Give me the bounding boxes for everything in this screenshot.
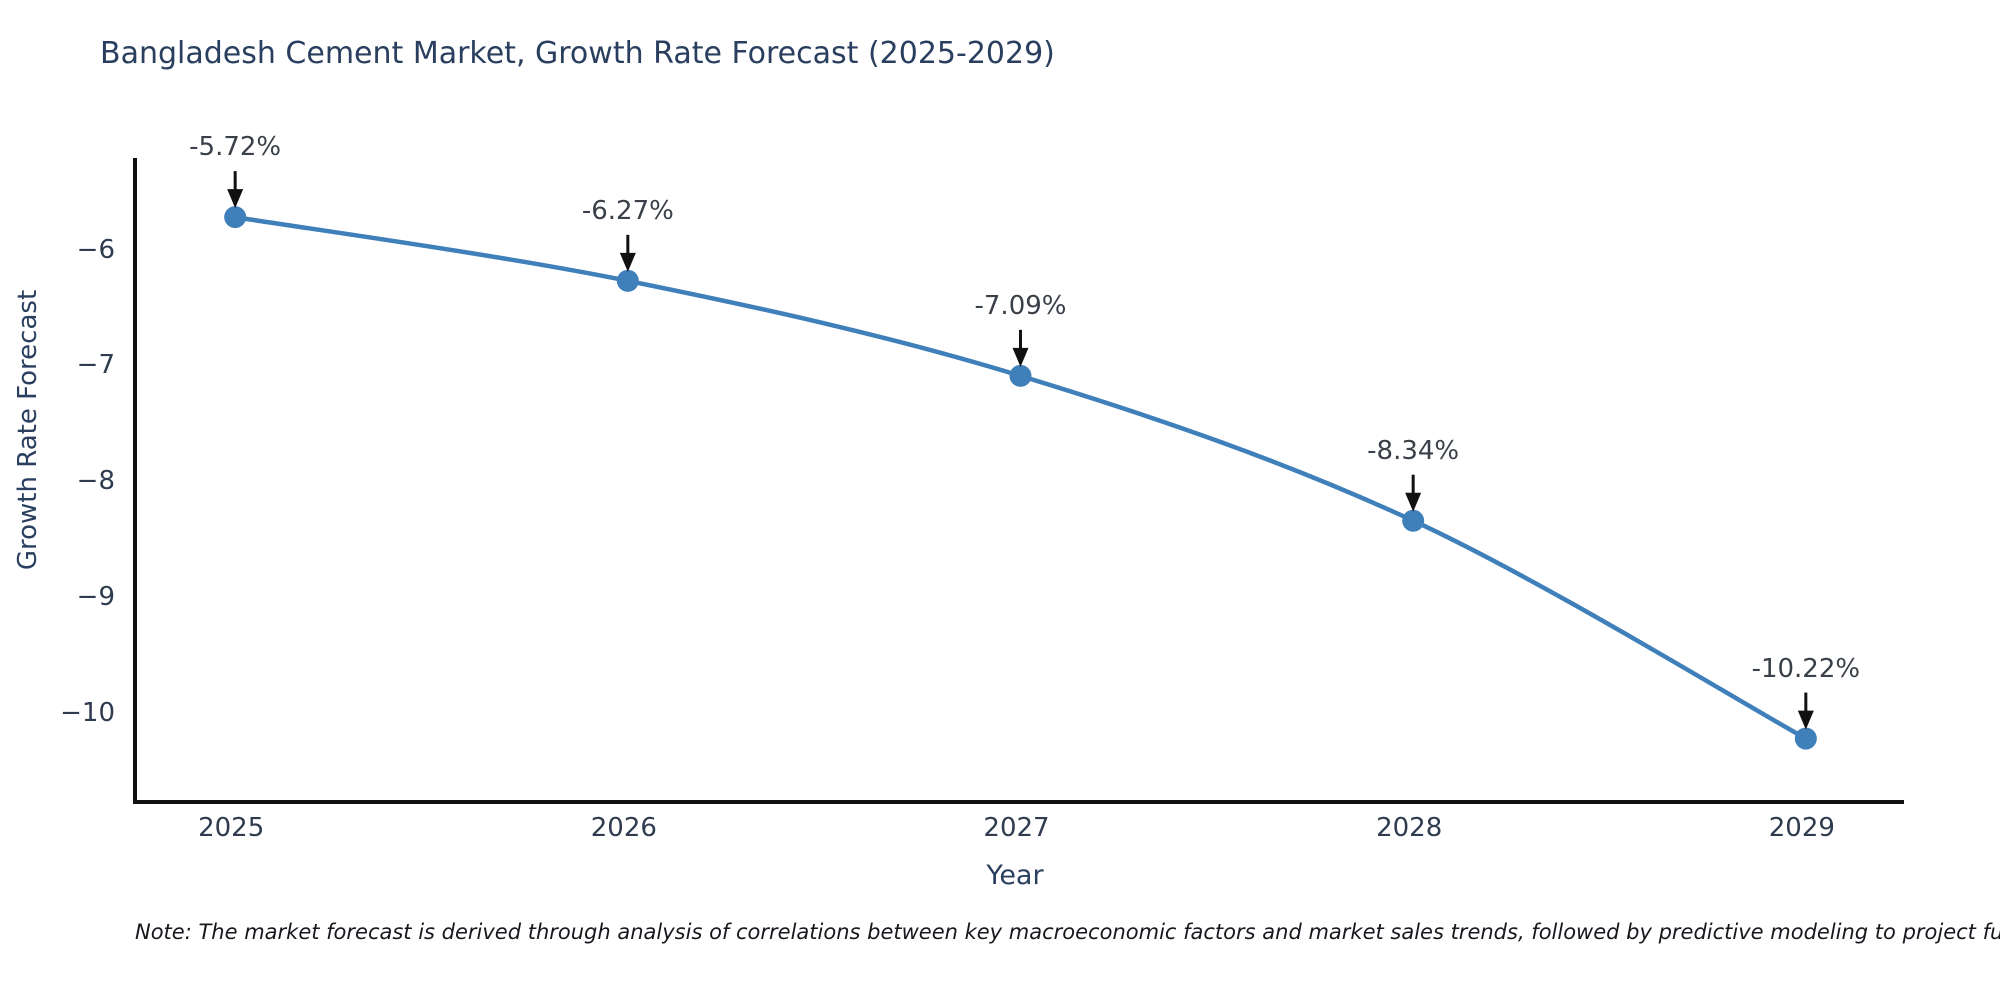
chart-title: Bangladesh Cement Market, Growth Rate Fo…	[100, 36, 1055, 71]
line-series-svg	[224, 171, 1817, 750]
x-tick-label-2026: 2026	[590, 813, 657, 843]
annotation-arrowhead	[619, 252, 636, 272]
annotation-label-2029: -10.22%	[1751, 653, 1861, 684]
annotation-label-2028: -8.34%	[1367, 435, 1460, 466]
y-tick-label--6: −6	[76, 234, 115, 265]
data-point-2026[interactable]	[616, 269, 639, 292]
annotation-label-2027: -7.09%	[974, 290, 1067, 321]
y-tick-label--9: −9	[76, 582, 115, 613]
data-point-2027[interactable]	[1009, 364, 1032, 387]
annotation-arrowhead	[1405, 492, 1422, 512]
y-tick-label--8: −8	[76, 466, 115, 497]
annotation-label-2025: -5.72%	[189, 132, 282, 163]
y-tick-label--7: −7	[76, 350, 115, 381]
plot-area: -5.72% -6.27% -7.09% -8.34% -10.22%	[133, 133, 1904, 804]
annotation-arrowhead	[227, 189, 244, 209]
data-point-2029[interactable]	[1794, 727, 1817, 750]
data-point-2028[interactable]	[1402, 509, 1425, 532]
x-tick-label-2025: 2025	[198, 813, 265, 843]
x-tick-label-2028: 2028	[1376, 813, 1443, 843]
x-tick-label-2029: 2029	[1768, 813, 1835, 843]
data-point-2025[interactable]	[224, 206, 247, 229]
x-axis-title: Year	[986, 860, 1044, 891]
y-axis-title: Growth Rate Forecast	[13, 289, 43, 571]
y-tick-label--10: −10	[60, 698, 115, 729]
annotation-label-2026: -6.27%	[581, 195, 674, 226]
annotation-arrowhead	[1797, 710, 1814, 730]
x-tick-label-2027: 2027	[983, 813, 1050, 843]
annotation-arrowhead	[1012, 347, 1029, 367]
footnote: Note: The market forecast is derived thr…	[135, 920, 2000, 944]
